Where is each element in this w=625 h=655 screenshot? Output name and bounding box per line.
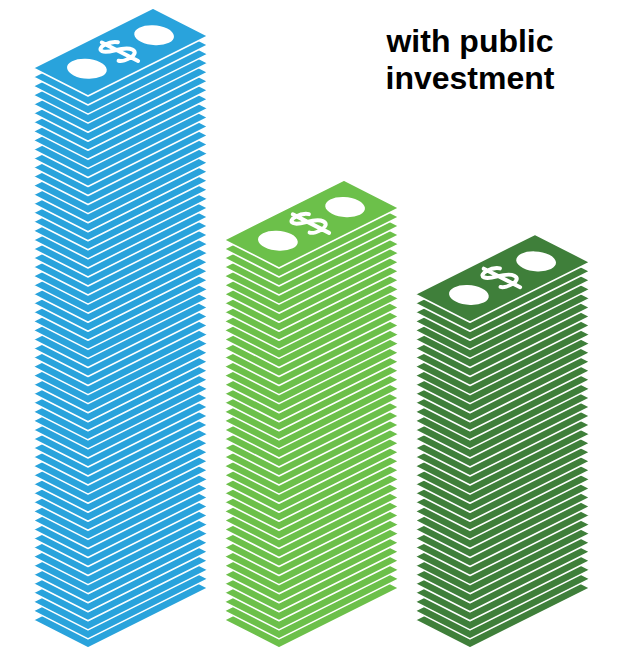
dollar-sign-icon [92,38,146,65]
bill [415,234,590,322]
dollar-sign-icon [474,264,528,291]
money-stack [33,8,208,648]
money-stack [224,180,399,648]
money-stack [415,234,590,648]
bill-face [55,19,185,84]
bill-oval [508,247,564,275]
bill-oval [126,21,182,49]
chart: with publicinvestment [0,0,625,655]
bill-oval [441,281,497,309]
bill-oval [59,55,115,83]
bill [33,8,208,96]
bill-face [246,191,376,256]
bill-face [437,245,567,310]
plot-area [33,8,590,648]
dollar-sign-icon [283,210,337,237]
bill-oval [250,227,306,255]
title: with publicinvestment [385,23,554,96]
bill [224,180,399,268]
bill-oval [317,193,373,221]
